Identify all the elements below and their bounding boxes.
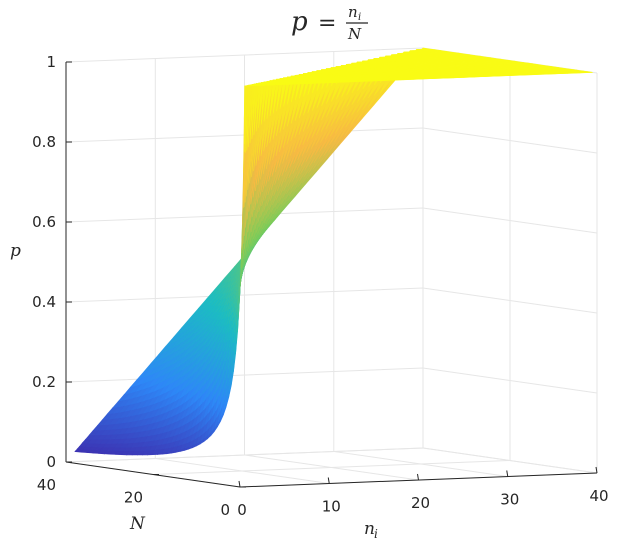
x-tick-mark [595,466,598,474]
grid-line-y [152,60,511,475]
title-denominator: N [347,25,362,43]
y-tick-label: 0 [220,501,230,519]
z-tick-label: 0.8 [32,133,56,151]
z-axis-label: p [10,241,21,261]
x-axis-label-sub: i [374,527,378,541]
title-numerator-sub: i [358,12,361,23]
x-tick-label: 40 [589,487,608,505]
surface-patch [579,71,593,74]
x-axis-label-base: n [364,519,375,539]
x-axis-label: n i [364,519,378,541]
axis-lines [65,61,598,488]
y-tick-label: 40 [37,476,56,494]
x-tick-label: 10 [322,498,341,516]
title-lhs: p [291,7,308,37]
x-tick-label: 20 [411,494,430,512]
y-tick-label: 20 [124,489,143,507]
x-tick-mark [417,473,419,481]
z-tick-label: 0.4 [32,293,56,311]
x-tick-mark [506,470,509,477]
z-tick-label: 0 [46,453,56,471]
y-axis-label: N [129,514,146,534]
x-tick-mark [238,480,241,488]
title-numerator: n [348,3,358,21]
x-tick-label: 0 [237,501,247,519]
z-tick-label: 0.6 [32,213,56,231]
title-equals: = [318,11,336,36]
z-tick-label: 0.2 [32,373,56,391]
x-tick-label: 30 [500,491,519,509]
grid-line-y [65,48,424,463]
surface [74,47,593,456]
z-tick-label: 1 [46,53,56,71]
x-tick-mark [327,477,330,484]
chart-title: p = n i N [291,3,368,43]
